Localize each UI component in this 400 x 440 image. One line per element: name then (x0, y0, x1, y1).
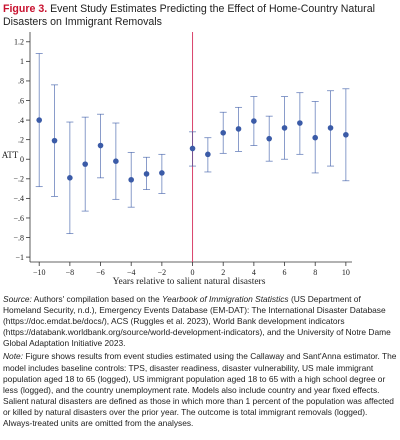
estimate-point (343, 131, 349, 138)
y-tick-label: −.2 (13, 175, 24, 184)
estimate-point (51, 137, 58, 144)
y-tick-label: .4 (18, 116, 24, 125)
y-tick-label: −.6 (13, 214, 24, 223)
y-tick-label: −.8 (13, 233, 24, 242)
y-tick-label: .6 (18, 96, 24, 105)
y-tick-label: .8 (18, 77, 24, 86)
note-text: Figure shows results from event studies … (3, 351, 397, 429)
source-italic-title: Yearbook of Immigration Statistics (162, 294, 289, 304)
x-axis-label: Years relative to salient natural disast… (113, 277, 266, 287)
estimate-point (205, 151, 211, 158)
estimate-point (36, 117, 42, 123)
estimate-point (312, 134, 319, 141)
source-text-before: Authors' compilation based on the (33, 294, 160, 304)
x-tick-label: 6 (283, 268, 287, 277)
estimate-point (220, 130, 226, 136)
event-study-chart: 1.2 1 .8 .6 .4 .2 0 −.2 −.4 −.6 −.8 −1 −10 −8 −6 −4 −2 0 2… (2, 32, 352, 287)
y-tick-label: 1.2 (14, 38, 24, 47)
estimate-point (327, 125, 334, 131)
estimate-point (266, 135, 273, 142)
estimate-point (281, 125, 288, 131)
estimate-point (251, 118, 257, 124)
estimate-point (128, 176, 134, 183)
y-tick-label: .2 (18, 135, 24, 144)
estimate-point (159, 170, 165, 176)
estimate-point (143, 171, 150, 177)
method-note: Note: Figure shows results from event st… (3, 351, 397, 429)
x-tick-label: 4 (252, 268, 256, 277)
y-tick-label: −.4 (13, 194, 24, 203)
x-tick-label: 10 (342, 268, 350, 277)
estimate-point (297, 120, 303, 126)
x-tick-label: −6 (96, 268, 105, 277)
x-tick-label: −10 (33, 268, 46, 277)
estimate-point (97, 142, 104, 149)
estimate-point (235, 126, 242, 132)
figure-label: Figure 3. (3, 3, 48, 15)
x-tick-label: −8 (66, 268, 75, 277)
estimate-point (113, 158, 119, 164)
y-tick-label: −1 (15, 253, 24, 262)
y-axis-label: ATT (2, 150, 19, 160)
y-tick-label: 0 (20, 155, 24, 164)
estimate-point (67, 175, 73, 181)
y-tick-label: 1 (20, 57, 24, 66)
x-tick-label: −4 (127, 268, 136, 277)
estimate-point (189, 145, 196, 152)
axes: 1.2 1 .8 .6 .4 .2 0 −.2 −.4 −.6 −.8 −1 −10 −8 −6 −4 −2 0 2… (13, 32, 352, 277)
figure-title-text: Event Study Estimates Predicting the Eff… (3, 3, 375, 28)
note-lead: Note: (3, 351, 24, 362)
x-tick-label: 0 (191, 268, 195, 277)
estimate-point (82, 161, 88, 167)
figure-notes: Source: Authors' compilation based on th… (3, 294, 397, 429)
source-lead: Source: (3, 294, 32, 304)
source-note: Source: Authors' compilation based on th… (3, 294, 397, 349)
x-tick-label: 8 (313, 268, 317, 277)
x-tick-label: −2 (158, 268, 167, 277)
figure-title: Figure 3. Event Study Estimates Predicti… (3, 3, 397, 29)
chart-marks (35, 32, 350, 262)
source-text-after: (US Department of Homeland Security, n.d… (3, 294, 391, 349)
x-tick-label: 2 (221, 268, 225, 277)
